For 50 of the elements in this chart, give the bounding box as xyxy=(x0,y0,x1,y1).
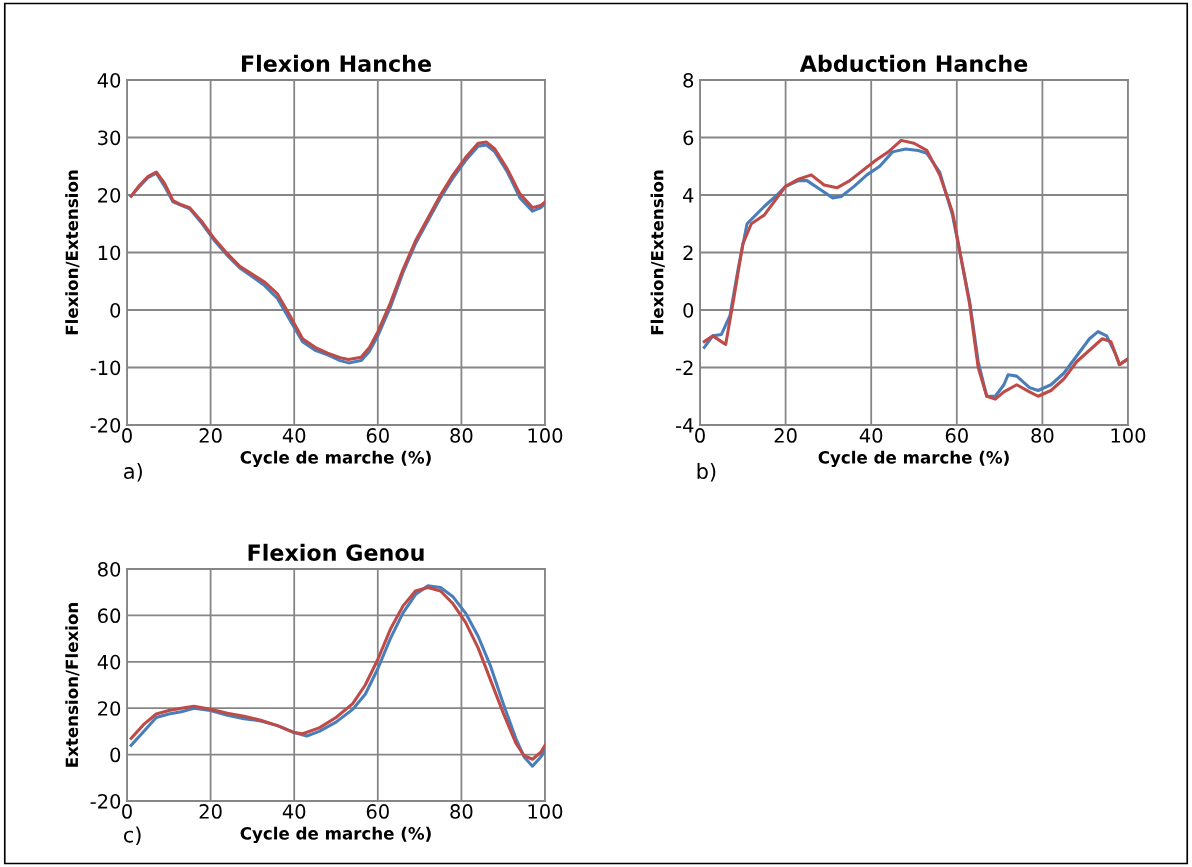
x-tick-label: 60 xyxy=(945,428,968,443)
y-tick-label: 8 xyxy=(683,72,694,88)
x-tick-label: 40 xyxy=(282,428,306,443)
y-tick-label: 2 xyxy=(683,245,693,260)
y-tick-label: 6 xyxy=(683,130,694,146)
x-axis-title: Cycle de marche (%) xyxy=(240,826,431,844)
x-tick-label: 40 xyxy=(859,428,883,443)
y-tick-label: -10 xyxy=(90,360,121,376)
y-tick-label: 0 xyxy=(110,747,121,763)
x-tick-label: 80 xyxy=(1031,428,1054,443)
x-tick-label: 0 xyxy=(122,428,132,443)
text: b) xyxy=(697,462,716,482)
x-tick-label: 60 xyxy=(366,428,389,443)
y-tick-label: 4 xyxy=(683,188,694,203)
y-tick-label: 0 xyxy=(110,302,121,318)
x-tick-label: 100 xyxy=(528,428,563,443)
y-tick-label: 30 xyxy=(98,130,121,146)
y-tick-label: -20 xyxy=(90,417,121,433)
y-tick-label: 80 xyxy=(98,561,121,577)
x-tick-label: 60 xyxy=(366,804,389,819)
y-tick-label: 60 xyxy=(98,608,121,624)
text: c) xyxy=(123,826,141,846)
y-axis-title: Flexion/Extension xyxy=(65,170,80,335)
y-tick-label: 20 xyxy=(98,187,121,203)
y-tick-label: -2 xyxy=(676,360,693,375)
x-tick-label: 0 xyxy=(122,804,132,819)
chart-title: Abduction Hanche xyxy=(799,54,1028,72)
x-tick-label: 100 xyxy=(1111,428,1146,443)
y-tick-label: 40 xyxy=(97,654,121,670)
chart-title: Flexion Hanche xyxy=(241,54,431,72)
y-tick-label: -4 xyxy=(676,418,694,433)
y-axis-title: Flexion/Extension xyxy=(650,170,665,335)
text: a) xyxy=(124,462,142,482)
x-tick-label: 80 xyxy=(450,428,473,443)
chart-title: Flexion Genou xyxy=(248,543,424,561)
x-axis-title: Cycle de marche (%) xyxy=(240,450,431,468)
x-tick-label: 80 xyxy=(450,804,473,819)
x-tick-label: 40 xyxy=(282,804,306,819)
x-tick-label: 20 xyxy=(199,804,222,819)
x-tick-label: 100 xyxy=(528,804,563,819)
x-tick-label: 0 xyxy=(695,428,705,443)
x-tick-label: 20 xyxy=(199,428,222,443)
y-tick-label: 40 xyxy=(97,72,121,88)
y-tick-label: 20 xyxy=(98,701,121,716)
y-tick-label: -20 xyxy=(90,793,121,809)
y-tick-label: 0 xyxy=(683,302,694,318)
x-axis-title: Cycle de marche (%) xyxy=(818,450,1009,468)
y-tick-label: 10 xyxy=(98,245,121,261)
y-axis-title: Extension/Flexion xyxy=(65,603,80,767)
x-tick-label: 20 xyxy=(774,428,797,443)
